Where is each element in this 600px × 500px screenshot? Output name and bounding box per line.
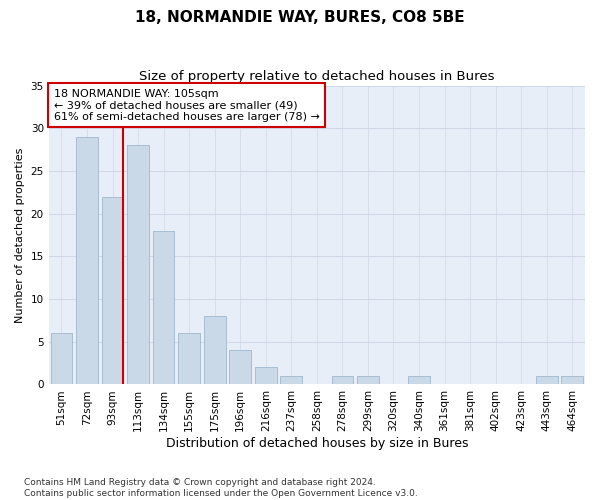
Bar: [153, 230, 175, 384]
Title: Size of property relative to detached houses in Bures: Size of property relative to detached ho…: [139, 70, 494, 83]
Bar: [50, 333, 72, 384]
Bar: [562, 376, 583, 384]
Bar: [127, 146, 149, 384]
Text: 18, NORMANDIE WAY, BURES, CO8 5BE: 18, NORMANDIE WAY, BURES, CO8 5BE: [135, 10, 465, 25]
Y-axis label: Number of detached properties: Number of detached properties: [15, 148, 25, 322]
Bar: [357, 376, 379, 384]
Bar: [204, 316, 226, 384]
Bar: [255, 368, 277, 384]
Bar: [332, 376, 353, 384]
Bar: [101, 196, 124, 384]
Text: Contains HM Land Registry data © Crown copyright and database right 2024.
Contai: Contains HM Land Registry data © Crown c…: [24, 478, 418, 498]
X-axis label: Distribution of detached houses by size in Bures: Distribution of detached houses by size …: [166, 437, 468, 450]
Bar: [229, 350, 251, 384]
Bar: [178, 333, 200, 384]
Bar: [536, 376, 557, 384]
Bar: [280, 376, 302, 384]
Bar: [76, 137, 98, 384]
Text: 18 NORMANDIE WAY: 105sqm
← 39% of detached houses are smaller (49)
61% of semi-d: 18 NORMANDIE WAY: 105sqm ← 39% of detach…: [54, 88, 320, 122]
Bar: [408, 376, 430, 384]
